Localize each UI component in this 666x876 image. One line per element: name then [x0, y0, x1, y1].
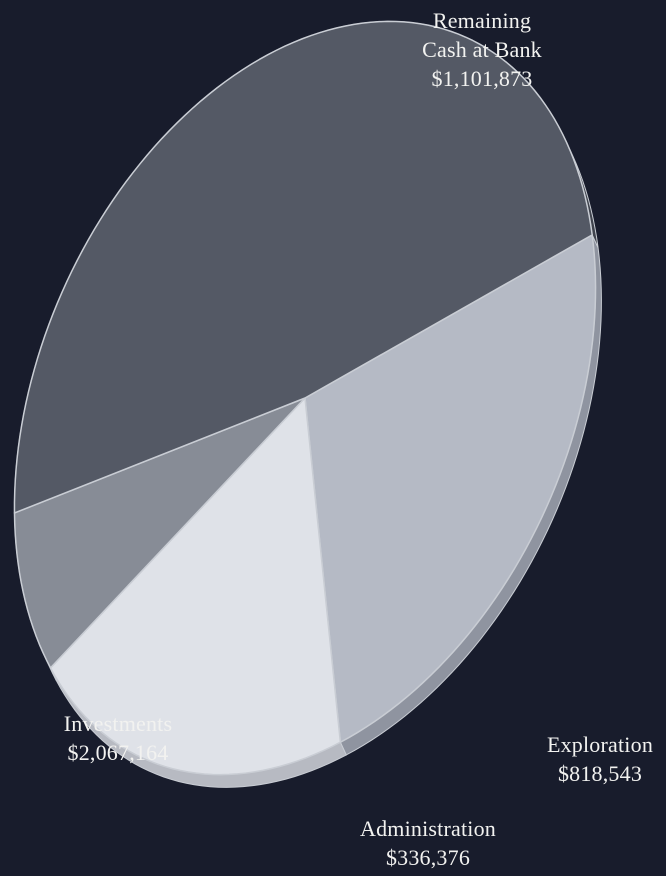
slice-name: Administration	[360, 816, 496, 841]
slice-label-remaining-cash-at-bank: Remaining Cash at Bank $1,101,873	[422, 8, 542, 91]
pie-slice-administration	[13, 397, 306, 669]
pie-slice-investments	[13, 20, 593, 514]
slice-label-investments: Investments $2,067,164	[64, 711, 173, 765]
slice-value: $2,067,164	[68, 740, 169, 765]
slice-name: Investments	[64, 711, 173, 736]
slice-name: Exploration	[547, 732, 653, 757]
slice-name: Remaining	[433, 8, 531, 33]
slice-label-exploration: Exploration $818,543	[547, 732, 653, 786]
slice-label-administration: Administration $336,376	[360, 816, 496, 870]
slice-value: $818,543	[558, 761, 642, 786]
pie-chart-body	[13, 20, 602, 788]
pie-chart-labels: Remaining Cash at Bank $1,101,873 Explorati…	[64, 8, 653, 870]
slice-value: $1,101,873	[432, 66, 533, 91]
slice-value: $336,376	[386, 845, 470, 870]
slice-name: Cash at Bank	[422, 37, 542, 62]
pie-slice-exploration	[49, 397, 342, 776]
pie-slice-remaining-cash-at-bank	[304, 234, 597, 743]
